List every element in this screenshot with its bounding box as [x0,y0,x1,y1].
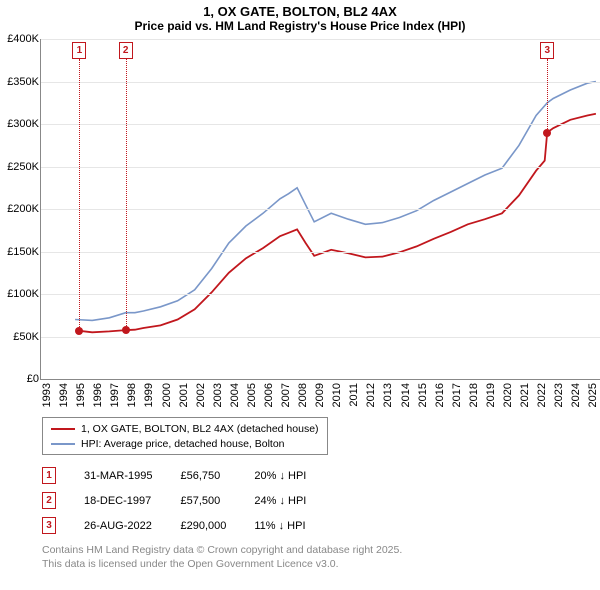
marker-dot [122,326,130,334]
xtick-label: 1998 [126,383,128,407]
xtick-label: 2000 [161,383,163,407]
xtick-label: 2011 [348,383,350,407]
ytick-label: £0 [0,373,39,385]
ytick-label: £400K [0,33,39,45]
xtick-label: 2023 [553,383,555,407]
xtick-label: 2001 [178,383,180,407]
xtick-label: 2019 [485,383,487,407]
xtick-label: 1996 [92,383,94,407]
ytick-label: £150K [0,246,39,258]
xtick-label: 2006 [263,383,265,407]
cell-price: £57,500 [180,488,254,513]
table-marker: 3 [42,517,56,534]
marker-box: 1 [72,42,86,59]
marker-dot [75,327,83,335]
xtick-label: 2024 [570,383,572,407]
marker-vline [126,59,127,330]
ytick-label: £100K [0,288,39,300]
legend-row: 1, OX GATE, BOLTON, BL2 4AX (detached ho… [51,421,319,436]
xtick-label: 2021 [519,383,521,407]
cell-date: 18-DEC-1997 [84,488,180,513]
xtick-label: 1994 [58,383,60,407]
legend-label: HPI: Average price, detached house, Bolt… [81,438,285,450]
marker-dot [543,129,551,137]
plot-area: £0£50K£100K£150K£200K£250K£300K£350K£400… [40,39,600,380]
table-marker: 1 [42,467,56,484]
table-row: 2 18-DEC-1997£57,50024% ↓ HPI [42,488,334,513]
legend-row: HPI: Average price, detached house, Bolt… [51,436,319,451]
ytick-label: £300K [0,118,39,130]
xtick-label: 2013 [382,383,384,407]
xtick-label: 2005 [246,383,248,407]
marker-vline [79,59,80,331]
xtick-label: 2018 [468,383,470,407]
xtick-label: 2008 [297,383,299,407]
cell-diff: 11% ↓ HPI [254,513,334,538]
ytick-label: £200K [0,203,39,215]
attribution-line1: Contains HM Land Registry data © Crown c… [42,544,600,558]
attribution-line2: This data is licensed under the Open Gov… [42,558,600,572]
xtick-label: 2025 [587,383,589,407]
xtick-label: 1999 [143,383,145,407]
attribution: Contains HM Land Registry data © Crown c… [42,544,600,571]
gridline [41,39,600,40]
page-root: 1, OX GATE, BOLTON, BL2 4AX Price paid v… [0,0,600,590]
xtick-label: 1993 [41,383,43,407]
xtick-label: 2017 [451,383,453,407]
cell-date: 31-MAR-1995 [84,463,180,488]
xtick-label: 2003 [212,383,214,407]
cell-price: £56,750 [180,463,254,488]
cell-date: 26-AUG-2022 [84,513,180,538]
series-hpi [75,82,596,321]
xtick-label: 2016 [434,383,436,407]
title-block: 1, OX GATE, BOLTON, BL2 4AX Price paid v… [0,0,600,33]
ytick-label: £50K [0,331,39,343]
legend: 1, OX GATE, BOLTON, BL2 4AX (detached ho… [42,417,328,455]
table-marker: 2 [42,492,56,509]
title-subtitle: Price paid vs. HM Land Registry's House … [0,19,600,33]
cell-marker: 1 [42,463,84,488]
xtick-label: 2009 [314,383,316,407]
ytick-label: £350K [0,76,39,88]
marker-box: 2 [119,42,133,59]
xtick-label: 2007 [280,383,282,407]
legend-swatch [51,428,75,430]
cell-price: £290,000 [180,513,254,538]
chart: £0£50K£100K£150K£200K£250K£300K£350K£400… [40,39,600,409]
cell-diff: 24% ↓ HPI [254,488,334,513]
cell-marker: 2 [42,488,84,513]
xtick-label: 1997 [109,383,111,407]
table-row: 3 26-AUG-2022£290,00011% ↓ HPI [42,513,334,538]
xtick-label: 2002 [195,383,197,407]
xtick-label: 2004 [229,383,231,407]
legend-swatch [51,443,75,445]
ytick-label: £250K [0,161,39,173]
marker-vline [547,59,548,133]
gridline [41,337,600,338]
xtick-label: 2014 [400,383,402,407]
title-address: 1, OX GATE, BOLTON, BL2 4AX [0,4,600,19]
table-row: 1 31-MAR-1995£56,75020% ↓ HPI [42,463,334,488]
xtick-label: 2015 [417,383,419,407]
xtick-label: 2012 [365,383,367,407]
xtick-label: 2022 [536,383,538,407]
marker-box: 3 [540,42,554,59]
xtick-label: 1995 [75,383,77,407]
cell-diff: 20% ↓ HPI [254,463,334,488]
cell-marker: 3 [42,513,84,538]
xtick-label: 2010 [331,383,333,407]
sales-table: 1 31-MAR-1995£56,75020% ↓ HPI 2 18-DEC-1997… [42,463,334,538]
xtick-label: 2020 [502,383,504,407]
legend-label: 1, OX GATE, BOLTON, BL2 4AX (detached ho… [81,423,319,435]
